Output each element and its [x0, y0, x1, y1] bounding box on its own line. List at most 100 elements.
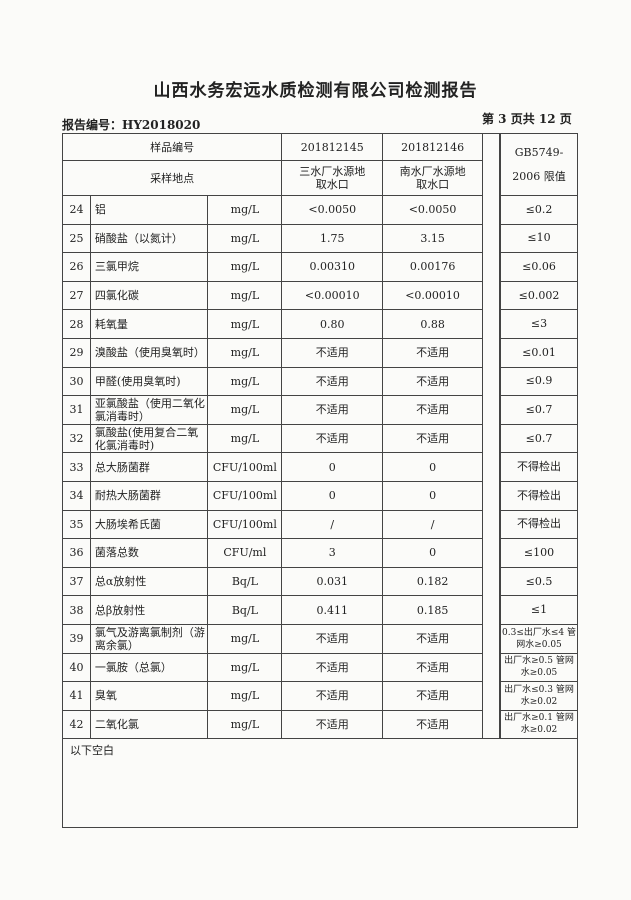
limit-row: 出厂水≥0.5 管网水≥0.05 — [500, 652, 578, 683]
sample1-value: 不适用 — [281, 366, 384, 397]
table-row: 33 总大肠菌群 CFU/100ml 0 0 — [62, 452, 483, 482]
sample1-value: <0.0050 — [281, 195, 384, 225]
item-unit: CFU/100ml — [207, 480, 283, 511]
sample1-value: 不适用 — [281, 681, 384, 711]
table-row: 25 硝酸盐（以氮计） mg/L 1.75 3.15 — [62, 223, 483, 254]
sample1-value: 0.031 — [281, 566, 384, 597]
item-name: 耐热大肠菌群 — [89, 480, 209, 511]
sample1-value: 0 — [281, 480, 384, 511]
sampling-site-row: 采样地点 三水厂水源地取水口 南水厂水源地取水口 — [61, 160, 483, 196]
table-row: 38 总β放射性 Bq/L 0.411 0.185 — [62, 595, 483, 625]
sample2-value: 0 — [382, 452, 483, 482]
item-name: 三氯甲烷 — [89, 252, 209, 282]
sample2-value: 不适用 — [382, 423, 483, 454]
table-row: 36 菌落总数 CFU/ml 3 0 — [62, 538, 483, 568]
table-row: 40 一氯胺（总氯） mg/L 不适用 不适用 — [62, 652, 483, 683]
table-row: 39 氯气及游离氯制剂（游离余氯） mg/L 不适用 不适用 — [62, 623, 483, 654]
item-unit: mg/L — [207, 423, 283, 454]
sample2-value: 不适用 — [382, 366, 483, 397]
item-number: 36 — [62, 538, 91, 568]
item-unit: mg/L — [207, 280, 283, 311]
item-name: 氯气及游离氯制剂（游离余氯） — [89, 623, 209, 654]
table-row: 34 耐热大肠菌群 CFU/100ml 0 0 — [62, 480, 483, 511]
sample1-value: <0.00010 — [281, 280, 384, 311]
limit-row: ≤10 — [500, 223, 578, 254]
sample1-value: / — [281, 509, 384, 540]
item-number: 35 — [62, 509, 91, 540]
item-name: 氯酸盐(使用复合二氧化氯消毒时) — [89, 423, 209, 454]
limit-value: ≤0.5 — [500, 566, 578, 597]
limit-value: ≤0.06 — [500, 252, 578, 282]
item-name: 溴酸盐（使用臭氧时） — [89, 337, 209, 368]
table-row: 32 氯酸盐(使用复合二氧化氯消毒时) mg/L 不适用 不适用 — [62, 423, 483, 454]
item-unit: mg/L — [207, 366, 283, 397]
sample1-value: 1.75 — [281, 223, 384, 254]
table-row: 41 臭氧 mg/L 不适用 不适用 — [62, 681, 483, 711]
sample1-value: 3 — [281, 538, 384, 568]
item-number: 30 — [62, 366, 91, 397]
limit-value: ≤3 — [500, 309, 578, 339]
item-unit: mg/L — [207, 195, 283, 225]
limit-value: ≤10 — [500, 223, 578, 254]
item-unit: mg/L — [207, 223, 283, 254]
item-unit: CFU/100ml — [207, 452, 283, 482]
item-unit: mg/L — [207, 709, 283, 740]
limit-row: ≤3 — [500, 309, 578, 339]
sample2-value: / — [382, 509, 483, 540]
sample2-value: 0 — [382, 480, 483, 511]
sample1-value: 0.411 — [281, 595, 384, 625]
item-name: 总β放射性 — [89, 595, 209, 625]
item-number: 28 — [62, 309, 91, 339]
sample2-value: 3.15 — [382, 223, 483, 254]
limit-value: ≤0.002 — [500, 280, 578, 311]
item-number: 33 — [62, 452, 91, 482]
item-unit: CFU/100ml — [207, 509, 283, 540]
item-unit: Bq/L — [207, 595, 283, 625]
limit-row: ≤0.2 — [500, 195, 578, 225]
item-name: 四氯化碳 — [89, 280, 209, 311]
sample1-value: 0.00310 — [281, 252, 384, 282]
item-number: 37 — [62, 566, 91, 597]
item-number: 31 — [62, 395, 91, 425]
item-number: 42 — [62, 709, 91, 740]
sample2-value: 不适用 — [382, 395, 483, 425]
footer-note: 以下空白 — [70, 744, 114, 757]
sample1-site: 三水厂水源地取水口 — [281, 160, 384, 196]
item-name: 大肠埃希氏菌 — [89, 509, 209, 540]
item-name: 耗氧量 — [89, 309, 209, 339]
item-number: 32 — [62, 423, 91, 454]
item-name: 亚氯酸盐（使用二氧化氯消毒时） — [89, 395, 209, 425]
limit-value: 出厂水≥0.1 管网水≥0.02 — [500, 709, 578, 740]
limit-row: ≤0.7 — [500, 395, 578, 425]
item-name: 臭氧 — [89, 681, 209, 711]
item-name: 甲醛(使用臭氧时) — [89, 366, 209, 397]
report-title: 山西水务宏远水质检测有限公司检测报告 — [153, 81, 478, 101]
table-row: 42 二氧化氯 mg/L 不适用 不适用 — [62, 709, 483, 740]
sample1-value: 不适用 — [281, 623, 384, 654]
sample-number-row: 样品编号 201812145 201812146 — [61, 133, 483, 161]
sample1-value: 不适用 — [281, 337, 384, 368]
sample1-value: 不适用 — [281, 423, 384, 454]
sample2-number: 201812146 — [382, 133, 483, 161]
limit-value: 出厂水≤0.3 管网水≥0.02 — [500, 681, 578, 711]
item-unit: mg/L — [207, 652, 283, 683]
sample2-value: 0.182 — [382, 566, 483, 597]
sample2-value: 不适用 — [382, 681, 483, 711]
limit-value: ≤0.01 — [500, 337, 578, 368]
limits-table: GB5749- 2006 限值 ≤0.2 ≤10 ≤0.06 ≤0.002 ≤3 ≤0.01… — [500, 133, 578, 740]
sample2-value: 0 — [382, 538, 483, 568]
sample2-value: 0.00176 — [382, 252, 483, 282]
item-unit: mg/L — [207, 681, 283, 711]
table-row: 26 三氯甲烷 mg/L 0.00310 0.00176 — [62, 252, 483, 282]
limit-header-row: GB5749- 2006 限值 — [500, 133, 578, 196]
limit-row: ≤1 — [500, 595, 578, 625]
item-name: 一氯胺（总氯） — [89, 652, 209, 683]
item-number: 40 — [62, 652, 91, 683]
item-unit: mg/L — [207, 395, 283, 425]
limit-value: ≤0.9 — [500, 366, 578, 397]
item-unit: CFU/ml — [207, 538, 283, 568]
item-number: 34 — [62, 480, 91, 511]
item-name: 硝酸盐（以氮计） — [89, 223, 209, 254]
table-row: 29 溴酸盐（使用臭氧时） mg/L 不适用 不适用 — [62, 337, 483, 368]
table-row: 28 耗氧量 mg/L 0.80 0.88 — [62, 309, 483, 339]
